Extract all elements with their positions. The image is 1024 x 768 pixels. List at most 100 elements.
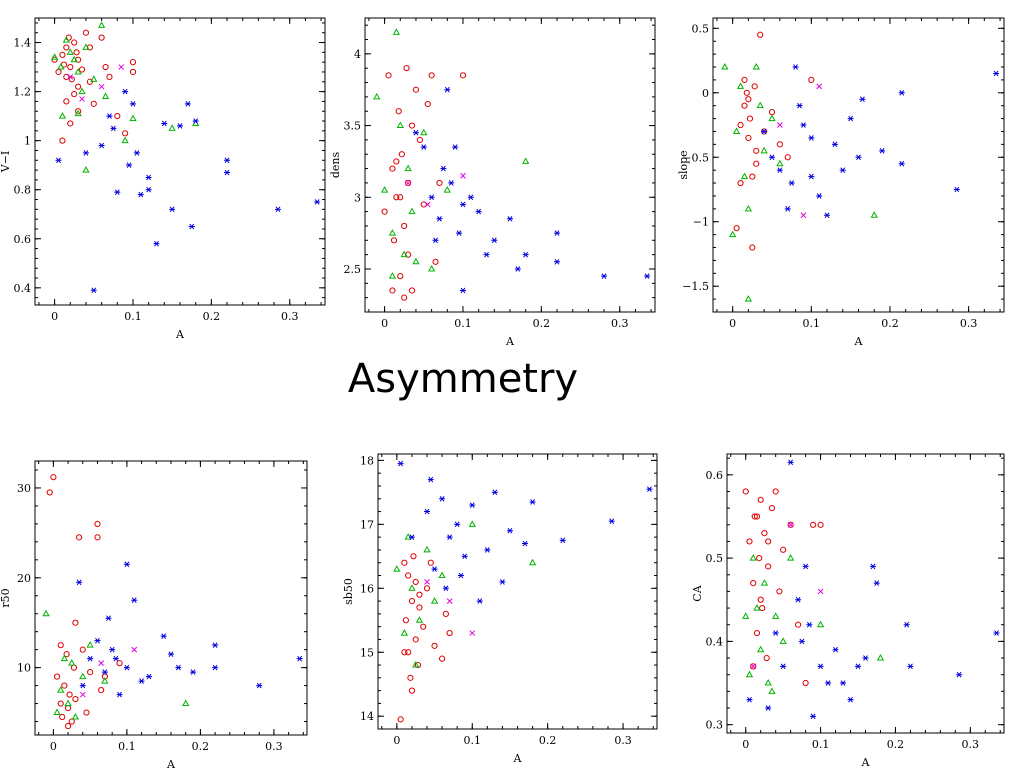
red-circle-series bbox=[397, 553, 453, 723]
data-point bbox=[432, 237, 439, 244]
data-point bbox=[427, 476, 434, 483]
data-point bbox=[400, 250, 408, 258]
data-point bbox=[768, 687, 776, 694]
data-point bbox=[160, 633, 167, 639]
data-point bbox=[424, 508, 431, 515]
x-tick-label: 0.3 bbox=[265, 740, 283, 753]
data-point bbox=[876, 654, 885, 661]
data-point bbox=[424, 100, 431, 108]
data-point bbox=[898, 160, 905, 167]
magenta-cross-series bbox=[405, 172, 466, 208]
data-point bbox=[212, 664, 219, 671]
data-point bbox=[395, 108, 402, 115]
y-tick-label: 2.5 bbox=[344, 263, 362, 276]
data-point bbox=[53, 708, 61, 716]
data-point bbox=[644, 273, 651, 279]
plot-frame bbox=[34, 17, 326, 306]
data-point bbox=[522, 157, 530, 164]
data-point bbox=[129, 114, 137, 122]
data-point bbox=[438, 571, 446, 579]
data-point bbox=[401, 649, 408, 656]
data-point bbox=[869, 563, 876, 570]
data-point bbox=[763, 654, 770, 662]
x-tick-label: 0.2 bbox=[203, 310, 221, 323]
data-point bbox=[765, 705, 772, 711]
data-point bbox=[469, 630, 476, 636]
data-point bbox=[776, 588, 783, 595]
data-point bbox=[879, 148, 886, 154]
x-tick-label: 0.3 bbox=[614, 734, 632, 747]
data-point bbox=[757, 596, 764, 603]
data-point bbox=[98, 34, 105, 41]
data-point bbox=[102, 63, 109, 71]
data-point bbox=[75, 108, 82, 115]
x-axis-label: A bbox=[175, 328, 185, 341]
data-point bbox=[749, 554, 757, 561]
data-point bbox=[137, 191, 144, 198]
data-point bbox=[50, 474, 57, 481]
data-point bbox=[67, 74, 74, 80]
data-point bbox=[393, 565, 401, 572]
x-tick-label: 0.1 bbox=[118, 740, 136, 753]
data-point bbox=[94, 534, 101, 541]
data-point bbox=[459, 201, 466, 208]
data-point bbox=[405, 572, 412, 579]
magenta-cross-series bbox=[67, 64, 125, 102]
data-point bbox=[105, 615, 112, 622]
data-point bbox=[436, 215, 443, 222]
data-point bbox=[72, 619, 79, 626]
plot-frame bbox=[712, 17, 1005, 313]
data-point bbox=[870, 211, 878, 218]
data-point bbox=[847, 115, 854, 122]
data-point bbox=[816, 83, 823, 90]
data-point bbox=[121, 136, 129, 144]
data-point bbox=[55, 157, 62, 164]
y-axis-label: slope bbox=[677, 150, 690, 179]
data-point bbox=[772, 488, 779, 495]
data-point bbox=[756, 101, 764, 109]
data-point bbox=[61, 682, 68, 689]
data-point bbox=[412, 257, 420, 265]
data-point bbox=[729, 230, 737, 238]
data-point bbox=[438, 655, 446, 662]
data-point bbox=[145, 174, 152, 181]
data-point bbox=[397, 273, 404, 280]
data-point bbox=[514, 266, 521, 272]
green-triangle-series bbox=[373, 28, 530, 279]
data-point bbox=[786, 554, 795, 561]
data-point bbox=[732, 127, 741, 134]
red-circle-series bbox=[742, 488, 824, 687]
data-point bbox=[423, 545, 431, 553]
data-point bbox=[802, 679, 809, 687]
data-point bbox=[46, 489, 53, 496]
data-point bbox=[129, 59, 137, 66]
x-axis-label: A bbox=[505, 335, 515, 348]
data-point bbox=[256, 682, 263, 689]
data-point bbox=[806, 621, 813, 628]
data-point bbox=[373, 92, 381, 100]
data-point bbox=[439, 495, 446, 502]
data-point bbox=[787, 459, 794, 466]
data-point bbox=[126, 162, 133, 168]
data-point bbox=[133, 150, 140, 156]
x-tick-label: 0.1 bbox=[812, 738, 830, 751]
data-point bbox=[862, 655, 869, 661]
data-point bbox=[772, 612, 780, 619]
y-tick-label: 3 bbox=[354, 191, 361, 204]
data-point bbox=[855, 663, 862, 670]
data-point bbox=[816, 620, 825, 628]
data-point bbox=[522, 540, 529, 547]
data-point bbox=[529, 499, 536, 505]
magenta-cross-series bbox=[424, 579, 476, 636]
data-point bbox=[528, 558, 537, 566]
scatter-panels: 0 0.1 0.2 0.3 0.4 0.6 0.8 1 1.2 1.4 A V−I 0 0.1 0.2 0.3… bbox=[0, 17, 1005, 768]
data-point bbox=[953, 186, 960, 193]
data-point bbox=[71, 713, 80, 720]
y-tick-label: 17 bbox=[360, 518, 374, 531]
green-triangle-series bbox=[721, 62, 878, 302]
plot-frame bbox=[377, 453, 658, 730]
x-tick-label: 0 bbox=[381, 317, 388, 330]
data-point bbox=[800, 212, 807, 219]
data-point bbox=[507, 215, 513, 222]
data-point bbox=[64, 722, 72, 730]
